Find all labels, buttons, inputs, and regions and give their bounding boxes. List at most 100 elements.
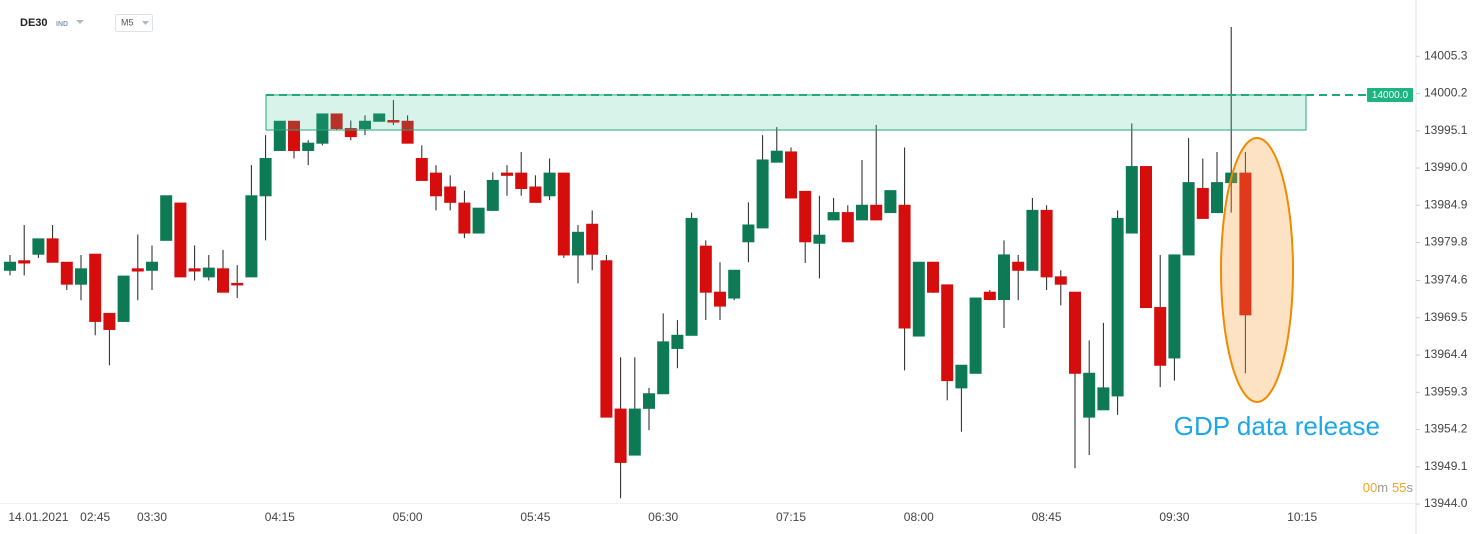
price-label-box bbox=[1367, 87, 1413, 102]
candle-body bbox=[699, 245, 712, 293]
timeframe-dropdown[interactable] bbox=[142, 21, 149, 25]
y-tick-label: 13969.5 bbox=[1424, 310, 1468, 324]
candle-body bbox=[444, 186, 457, 203]
candle-body bbox=[1154, 307, 1167, 366]
candle-body bbox=[870, 204, 883, 221]
candle-body bbox=[131, 268, 144, 272]
y-tick-label: 14005.3 bbox=[1424, 48, 1468, 62]
candle-body bbox=[430, 172, 442, 197]
candle-body bbox=[1196, 187, 1209, 219]
candle-body bbox=[486, 179, 499, 211]
timer: 00m 55s bbox=[1363, 480, 1414, 495]
candle-body bbox=[983, 291, 996, 301]
candle-body bbox=[359, 120, 371, 130]
timer-minutes-unit: m bbox=[1377, 480, 1388, 495]
candle-body bbox=[89, 253, 102, 322]
candle-body bbox=[927, 261, 939, 293]
candle-body bbox=[75, 268, 87, 285]
candle-body bbox=[785, 151, 797, 199]
y-tick-label: 13995.1 bbox=[1424, 123, 1468, 137]
timeframe-box[interactable] bbox=[115, 14, 153, 32]
timer-seconds-unit: s bbox=[1407, 480, 1414, 495]
candle-body bbox=[1083, 372, 1096, 418]
candle-body bbox=[60, 261, 73, 285]
candle-body bbox=[501, 172, 513, 176]
y-tick-label: 13979.8 bbox=[1424, 235, 1468, 249]
candle-body bbox=[174, 202, 187, 278]
y-tick-label: 13954.2 bbox=[1424, 422, 1468, 436]
candle-body bbox=[941, 284, 954, 382]
candle-body bbox=[770, 150, 783, 163]
candle-body bbox=[401, 120, 414, 144]
x-tick-label: 09:30 bbox=[1159, 510, 1189, 524]
candle-body bbox=[1054, 276, 1067, 285]
x-tick-label: 08:00 bbox=[904, 510, 934, 524]
candle-body bbox=[884, 190, 897, 214]
candle-body bbox=[344, 128, 357, 138]
candle-body bbox=[373, 113, 386, 122]
y-tick-label: 13959.3 bbox=[1424, 384, 1468, 398]
y-tick-label: 13990.0 bbox=[1424, 160, 1468, 174]
candle-body bbox=[202, 267, 215, 278]
y-tick-label: 13974.6 bbox=[1424, 273, 1468, 287]
timer-seconds: 55 bbox=[1392, 480, 1406, 495]
x-tick-label: 08:45 bbox=[1032, 510, 1062, 524]
candle-body bbox=[1097, 387, 1110, 411]
candle-body bbox=[856, 204, 868, 221]
symbol-dropdown[interactable] bbox=[76, 20, 84, 24]
candle-body bbox=[643, 393, 655, 409]
candle-body bbox=[1239, 172, 1252, 316]
candle-body bbox=[1069, 291, 1081, 374]
candle-body bbox=[898, 204, 911, 329]
annotation: GDP data release bbox=[1174, 411, 1380, 441]
candle-body bbox=[572, 231, 584, 256]
candle-body bbox=[302, 142, 315, 151]
candle-body bbox=[46, 238, 59, 263]
candle-body bbox=[728, 269, 741, 299]
candle-body bbox=[472, 207, 485, 234]
candle-body bbox=[515, 172, 528, 189]
candle-body bbox=[742, 224, 755, 243]
candle-body bbox=[998, 254, 1010, 301]
candle-body bbox=[245, 195, 258, 278]
candle-body bbox=[103, 312, 116, 330]
candle-body bbox=[259, 158, 272, 197]
price-label: 14000.0 bbox=[1372, 90, 1409, 101]
candle-body bbox=[231, 282, 244, 286]
x-tick-label: 14.01.2021 bbox=[8, 510, 68, 524]
candle-body bbox=[955, 364, 968, 389]
timeframe[interactable]: M5 bbox=[121, 17, 134, 27]
y-tick-label: 13949.1 bbox=[1424, 459, 1468, 473]
candle-body bbox=[685, 217, 698, 336]
candle-body bbox=[529, 186, 542, 203]
x-tick-label: 05:45 bbox=[520, 510, 550, 524]
candle-body bbox=[1182, 182, 1195, 256]
candle-body bbox=[714, 291, 726, 307]
candle-body bbox=[160, 195, 173, 241]
candle-body bbox=[586, 223, 599, 255]
candle-body bbox=[1111, 217, 1124, 397]
candle-body bbox=[841, 212, 854, 243]
symbol[interactable]: DE30 bbox=[20, 17, 48, 29]
x-tick-label: 03:30 bbox=[137, 510, 167, 524]
candle-body bbox=[671, 334, 684, 349]
candle-body bbox=[217, 268, 229, 293]
candle-body bbox=[614, 408, 627, 463]
candle-body bbox=[117, 275, 130, 322]
candle-body bbox=[330, 113, 343, 130]
candle-body bbox=[415, 158, 428, 181]
x-tick-label: 04:15 bbox=[265, 510, 295, 524]
candle-body bbox=[273, 120, 286, 151]
candle-body bbox=[969, 297, 982, 374]
candle-body bbox=[813, 234, 826, 244]
x-tick-label: 10:15 bbox=[1287, 510, 1317, 524]
x-tick-label: 07:15 bbox=[776, 510, 806, 524]
candle-body bbox=[912, 261, 925, 337]
timer-minutes: 00 bbox=[1363, 480, 1377, 495]
y-tick-label: 13964.4 bbox=[1424, 347, 1468, 361]
candle-body bbox=[188, 268, 201, 272]
candle-body bbox=[657, 341, 670, 395]
x-tick-label: 02:45 bbox=[80, 510, 110, 524]
instrument-type: IND bbox=[56, 21, 68, 28]
